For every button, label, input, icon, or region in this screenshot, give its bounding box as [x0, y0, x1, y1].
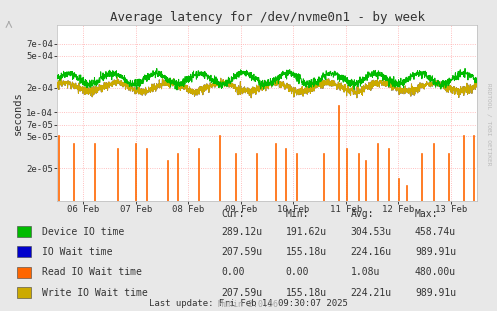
- Text: 304.53u: 304.53u: [350, 226, 392, 236]
- Text: 458.74u: 458.74u: [415, 226, 456, 236]
- Text: Write IO Wait time: Write IO Wait time: [42, 288, 148, 298]
- Bar: [17, 246, 31, 258]
- Text: 224.21u: 224.21u: [350, 288, 392, 298]
- Text: 1.08u: 1.08u: [350, 267, 380, 277]
- Text: Cur:: Cur:: [221, 209, 245, 220]
- Bar: [17, 226, 31, 237]
- Text: 989.91u: 989.91u: [415, 247, 456, 257]
- Text: Last update: Fri Feb 14 09:30:07 2025: Last update: Fri Feb 14 09:30:07 2025: [149, 299, 348, 308]
- Text: Munin 2.0.56: Munin 2.0.56: [219, 300, 278, 309]
- Text: 207.59u: 207.59u: [221, 288, 262, 298]
- Text: RRDTOOL / TOBI OETIKER: RRDTOOL / TOBI OETIKER: [487, 83, 492, 166]
- Text: 0.00: 0.00: [286, 267, 309, 277]
- Text: 155.18u: 155.18u: [286, 247, 327, 257]
- Text: IO Wait time: IO Wait time: [42, 247, 113, 257]
- Bar: [17, 267, 31, 278]
- Text: 0.00: 0.00: [221, 267, 245, 277]
- Bar: [17, 287, 31, 298]
- Text: Device IO time: Device IO time: [42, 226, 124, 236]
- Text: 155.18u: 155.18u: [286, 288, 327, 298]
- Y-axis label: seconds: seconds: [13, 91, 23, 135]
- Text: Avg:: Avg:: [350, 209, 374, 220]
- Text: 224.16u: 224.16u: [350, 247, 392, 257]
- Text: Read IO Wait time: Read IO Wait time: [42, 267, 142, 277]
- Title: Average latency for /dev/nvme0n1 - by week: Average latency for /dev/nvme0n1 - by we…: [110, 11, 424, 24]
- Text: 989.91u: 989.91u: [415, 288, 456, 298]
- Text: Max:: Max:: [415, 209, 438, 220]
- Text: 191.62u: 191.62u: [286, 226, 327, 236]
- Text: 480.00u: 480.00u: [415, 267, 456, 277]
- Text: Min:: Min:: [286, 209, 309, 220]
- Text: 207.59u: 207.59u: [221, 247, 262, 257]
- Text: 289.12u: 289.12u: [221, 226, 262, 236]
